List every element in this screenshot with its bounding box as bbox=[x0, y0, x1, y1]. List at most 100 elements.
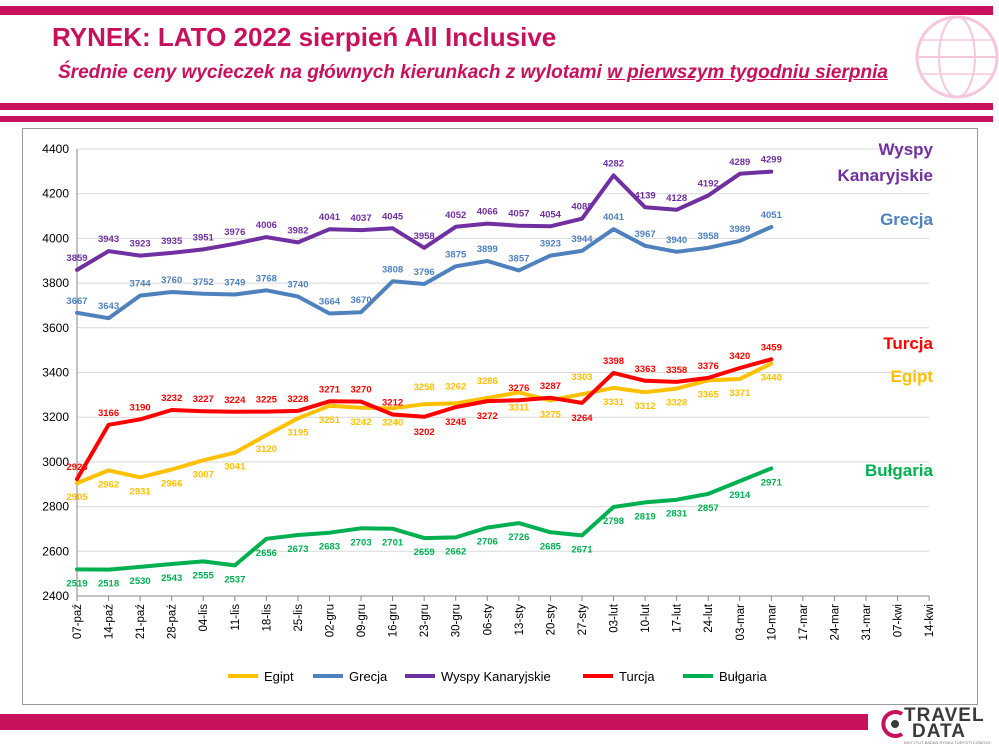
data-label-turcja: 3212 bbox=[382, 398, 403, 409]
data-label-egipt: 3195 bbox=[287, 427, 309, 438]
data-label-egipt: 3258 bbox=[414, 382, 435, 393]
data-label-turcja: 3166 bbox=[98, 408, 119, 419]
x-tick-label: 20-sty bbox=[545, 604, 557, 636]
data-label-turcja: 3190 bbox=[130, 402, 151, 413]
data-label-wyspy: 4045 bbox=[382, 211, 404, 222]
x-tick-label: 04-lis bbox=[198, 604, 210, 632]
data-label-grecja: 3749 bbox=[224, 277, 245, 288]
line-chart: 2400 2600 2800 3000 3200 3400 3600 3800 4000 4200… bbox=[42, 140, 936, 684]
data-label-turcja: 3376 bbox=[698, 361, 719, 372]
data-label-grecja: 3796 bbox=[414, 267, 435, 278]
data-label-grecja: 3752 bbox=[193, 277, 214, 288]
data-label-grecja: 3664 bbox=[319, 296, 341, 307]
series-side-label-wyspy: Wyspy bbox=[879, 140, 934, 159]
x-tick-label: 06-sty bbox=[482, 604, 494, 636]
data-label-turcja: 3227 bbox=[193, 394, 214, 405]
data-label-wyspy: 4037 bbox=[350, 213, 371, 224]
chart-frame: 2400 2600 2800 3000 3200 3400 3600 3800 4000 4200… bbox=[22, 128, 978, 705]
data-label-grecja: 3643 bbox=[98, 301, 119, 312]
series-side-label-egipt: Egipt bbox=[891, 367, 934, 386]
data-label-bulgaria: 2656 bbox=[256, 548, 277, 559]
data-label-bulgaria: 2831 bbox=[666, 509, 688, 520]
data-label-turcja: 3270 bbox=[350, 385, 371, 396]
legend-label-egipt: Egipt bbox=[264, 669, 294, 684]
data-label-bulgaria: 2543 bbox=[161, 573, 182, 584]
y-tick-label: 4400 bbox=[42, 142, 69, 156]
data-label-wyspy: 4282 bbox=[603, 158, 624, 169]
subtitle-underlined: w pierwszym tygodniu sierpnia bbox=[607, 62, 888, 83]
data-label-bulgaria: 2971 bbox=[761, 477, 783, 488]
y-tick-label: 3000 bbox=[42, 455, 69, 469]
data-label-egipt: 3251 bbox=[319, 415, 341, 426]
y-tick-label: 4200 bbox=[42, 187, 69, 201]
logo-line1: TRAVEL bbox=[904, 705, 985, 726]
x-tick-label: 18-lis bbox=[261, 604, 273, 632]
y-tick-label: 3200 bbox=[42, 410, 69, 424]
data-label-wyspy: 4139 bbox=[635, 190, 656, 201]
data-label-grecja: 3875 bbox=[445, 249, 467, 260]
legend-label-turcja: Turcja bbox=[619, 669, 655, 684]
data-label-grecja: 3967 bbox=[635, 229, 656, 240]
data-label-grecja: 3768 bbox=[256, 273, 277, 284]
data-label-wyspy: 3976 bbox=[224, 227, 245, 238]
data-label-wyspy: 4054 bbox=[540, 209, 562, 220]
data-label-turcja: 3225 bbox=[256, 395, 278, 406]
data-label-bulgaria: 2914 bbox=[729, 490, 751, 501]
data-label-turcja: 3276 bbox=[508, 383, 529, 394]
data-label-turcja: 2923 bbox=[66, 462, 87, 473]
legend-label-grecja: Grecja bbox=[349, 669, 388, 684]
data-label-wyspy: 4066 bbox=[477, 207, 498, 218]
data-label-egipt: 3328 bbox=[666, 398, 687, 409]
x-tick-label: 28-paź bbox=[167, 604, 179, 639]
data-label-egipt: 3371 bbox=[729, 388, 751, 399]
page-subtitle: Średnie ceny wycieczek na głównych kieru… bbox=[58, 62, 888, 84]
data-label-egipt: 3312 bbox=[635, 401, 656, 412]
data-label-bulgaria: 2703 bbox=[350, 537, 371, 548]
x-tick-label: 21-paź bbox=[135, 604, 147, 639]
logo-tagline: INSTYTUT BADAŃ RYNKU TURYSTYCZNEGO bbox=[904, 740, 991, 745]
series-line-turcja bbox=[75, 357, 774, 482]
series-side-label-turcja: Turcja bbox=[883, 334, 933, 353]
data-label-egipt: 3007 bbox=[193, 469, 214, 480]
bottom-bar bbox=[0, 714, 868, 730]
y-tick-label: 3800 bbox=[42, 276, 69, 290]
data-label-grecja: 4041 bbox=[603, 212, 625, 223]
x-tick-label: 23-gru bbox=[419, 604, 431, 637]
x-tick-label: 30-gru bbox=[451, 604, 463, 637]
x-tick-label: 24-lut bbox=[703, 603, 715, 633]
data-label-egipt: 3440 bbox=[761, 373, 782, 384]
data-label-bulgaria: 2701 bbox=[382, 538, 404, 549]
logo-line2: DATA bbox=[912, 721, 966, 742]
data-label-turcja: 3224 bbox=[224, 395, 246, 406]
data-label-egipt: 2905 bbox=[66, 492, 88, 503]
data-label-turcja: 3245 bbox=[445, 417, 467, 428]
data-label-bulgaria: 2671 bbox=[571, 544, 593, 555]
x-tick-label: 16-gru bbox=[388, 604, 400, 637]
data-label-turcja: 3363 bbox=[635, 364, 656, 375]
data-label-turcja: 3202 bbox=[414, 427, 435, 438]
data-label-bulgaria: 2662 bbox=[445, 546, 466, 557]
data-label-egipt: 3041 bbox=[224, 462, 246, 473]
data-label-wyspy: 3982 bbox=[287, 225, 308, 236]
x-tick-label: 25-lis bbox=[293, 604, 305, 632]
data-label-turcja: 3232 bbox=[161, 393, 182, 404]
data-label-bulgaria: 2530 bbox=[130, 576, 151, 587]
x-tick-label: 31-mar bbox=[861, 604, 873, 641]
data-label-wyspy: 3958 bbox=[414, 231, 435, 242]
data-label-wyspy: 4088 bbox=[571, 202, 592, 213]
data-label-wyspy: 3943 bbox=[98, 234, 119, 245]
data-label-egipt: 3275 bbox=[540, 409, 562, 420]
y-tick-label: 3600 bbox=[42, 321, 69, 335]
x-tick-label: 07-paź bbox=[72, 604, 84, 639]
divider-bar-2 bbox=[0, 116, 993, 122]
data-label-egipt: 3303 bbox=[571, 372, 592, 383]
data-label-grecja: 3744 bbox=[130, 279, 152, 290]
data-label-bulgaria: 2519 bbox=[66, 578, 87, 589]
y-tick-label: 3400 bbox=[42, 366, 69, 380]
subtitle-text: Średnie ceny wycieczek na głównych kieru… bbox=[58, 62, 608, 83]
data-label-egipt: 2931 bbox=[130, 486, 152, 497]
data-label-grecja: 3923 bbox=[540, 239, 561, 250]
data-label-egipt: 2966 bbox=[161, 478, 182, 489]
data-label-wyspy: 4192 bbox=[698, 178, 719, 189]
data-label-turcja: 3271 bbox=[319, 384, 341, 395]
